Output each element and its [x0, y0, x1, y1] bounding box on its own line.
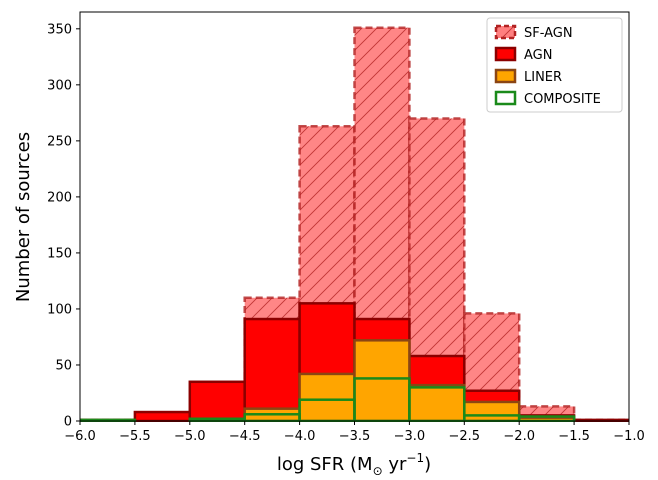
bar-agn-3	[243, 317, 301, 422]
x-tick-label-9: −1.5	[558, 429, 590, 444]
y-tick-label-2: 100	[47, 302, 72, 317]
x-tick-label-10: −1.0	[613, 429, 645, 444]
x-tick-label-5: −3.5	[339, 429, 371, 444]
legend-swatch-agn	[494, 46, 517, 62]
x-axis-title-sub: ⊙	[373, 464, 383, 475]
bars-layer	[80, 26, 629, 422]
bar-agn-2	[188, 380, 246, 422]
x-tick-label-7: −2.5	[449, 429, 481, 444]
bar-liner-5	[353, 339, 411, 422]
x-tick-label-1: −5.5	[119, 429, 151, 444]
bar-liner-6	[408, 383, 466, 422]
legend-swatch-composite	[494, 90, 517, 106]
y-tick-label-7: 350	[47, 22, 72, 37]
x-tick-label-4: −4.0	[284, 429, 316, 444]
x-tick-label-6: −3.0	[394, 429, 426, 444]
x-tick-label-0: −6.0	[64, 429, 96, 444]
x-tick-label-3: −4.5	[229, 429, 261, 444]
y-axis-title: Number of sources	[13, 132, 34, 302]
y-tick-label-3: 150	[47, 246, 72, 261]
x-axis-title: log SFR (M⊙ yr−1)	[277, 451, 431, 475]
bar-agn-1	[133, 410, 192, 422]
y-tick-label-1: 50	[55, 358, 72, 373]
legend-swatch-liner	[494, 68, 517, 84]
y-tick-label-5: 250	[47, 134, 72, 149]
y-tick-label-4: 200	[47, 190, 72, 205]
legend-swatch-hatch-sf-agn	[496, 26, 515, 38]
x-tick-label-2: −5.0	[174, 429, 206, 444]
bar-liner-7	[463, 400, 521, 422]
y-tick-label-6: 300	[47, 78, 72, 93]
legend: SF-AGN AGN LINER COMPOSITE	[486, 17, 623, 113]
x-axis-title-sup: −1	[406, 451, 424, 465]
axes-layer: −6.0 −5.5 −5.0 −4.5 −4.0 −3.5 −3.0 −2.5 −2.0 −1.5…	[47, 11, 645, 444]
legend-box	[486, 17, 623, 113]
legend-label-composite: COMPOSITE	[524, 92, 601, 107]
x-tick-label-8: −2.0	[503, 429, 535, 444]
legend-label-sf-agn: SF-AGN	[524, 26, 573, 41]
x-axis-title-main: log SFR (M	[277, 454, 373, 475]
x-axis-title-mid: yr	[383, 454, 407, 475]
x-axis-title-end: )	[424, 454, 431, 475]
y-tick-label-0: 0	[64, 415, 72, 430]
legend-label-liner: LINER	[524, 70, 562, 85]
bar-liner-4	[298, 372, 356, 422]
legend-label-agn: AGN	[524, 48, 552, 63]
